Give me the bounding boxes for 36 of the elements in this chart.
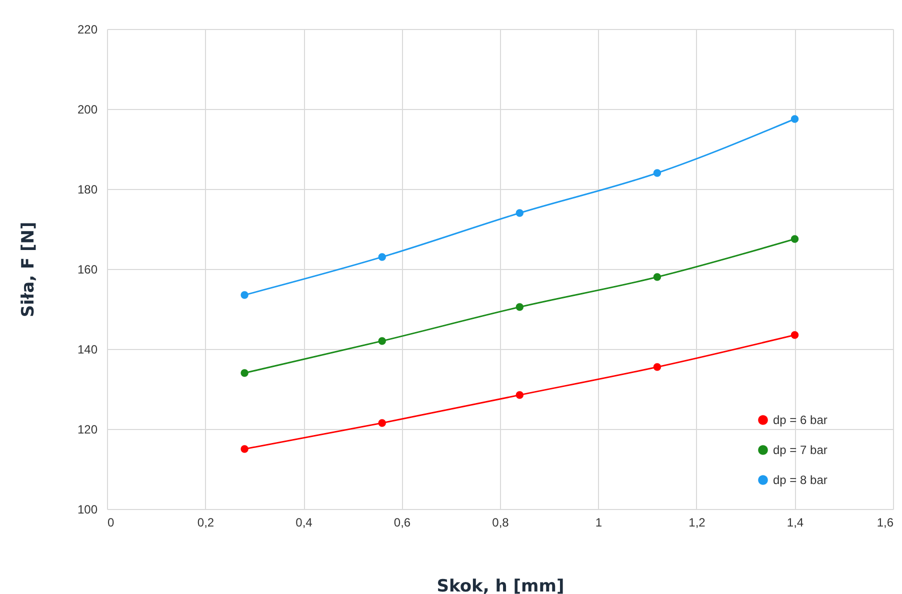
y-tick-label: 140 (77, 342, 98, 356)
point (240, 369, 248, 377)
point (653, 273, 662, 281)
point (516, 303, 524, 311)
point (378, 253, 386, 261)
point (790, 235, 799, 243)
point (240, 291, 248, 299)
point (653, 363, 662, 371)
point (516, 209, 524, 217)
y-tick-label: 180 (77, 182, 98, 196)
x-tick-label: 1,6 (876, 516, 894, 530)
x-tick-label: 1 (595, 516, 602, 530)
y-tick-label: 220 (77, 22, 98, 36)
x-tick-label: 0,6 (394, 516, 411, 530)
point (653, 169, 662, 177)
point (378, 337, 386, 345)
legend-label: dp = 8 bar (773, 473, 828, 487)
y-tick-label: 160 (77, 262, 98, 276)
y-axis-title: Siła, F [N] (18, 222, 38, 318)
y-tick-label: 100 (77, 502, 98, 516)
x-tick-label: 1,2 (688, 516, 706, 530)
legend-label: dp = 7 bar (773, 443, 828, 457)
legend-label: dp = 6 bar (773, 413, 828, 427)
x-tick-label: 0 (108, 516, 114, 530)
x-tick-label: 0,2 (197, 516, 214, 530)
y-tick-label: 120 (77, 422, 98, 436)
x-tick-label: 0,4 (296, 516, 313, 530)
x-tick-label: 0,8 (492, 516, 510, 530)
point (790, 331, 799, 339)
x-tick-label: 1,4 (786, 516, 804, 530)
point (790, 115, 799, 123)
y-tick-label: 200 (77, 102, 98, 116)
x-axis-title: Skok, h [mm] (436, 576, 564, 594)
point (516, 391, 524, 399)
point (240, 445, 248, 453)
point (378, 419, 386, 427)
